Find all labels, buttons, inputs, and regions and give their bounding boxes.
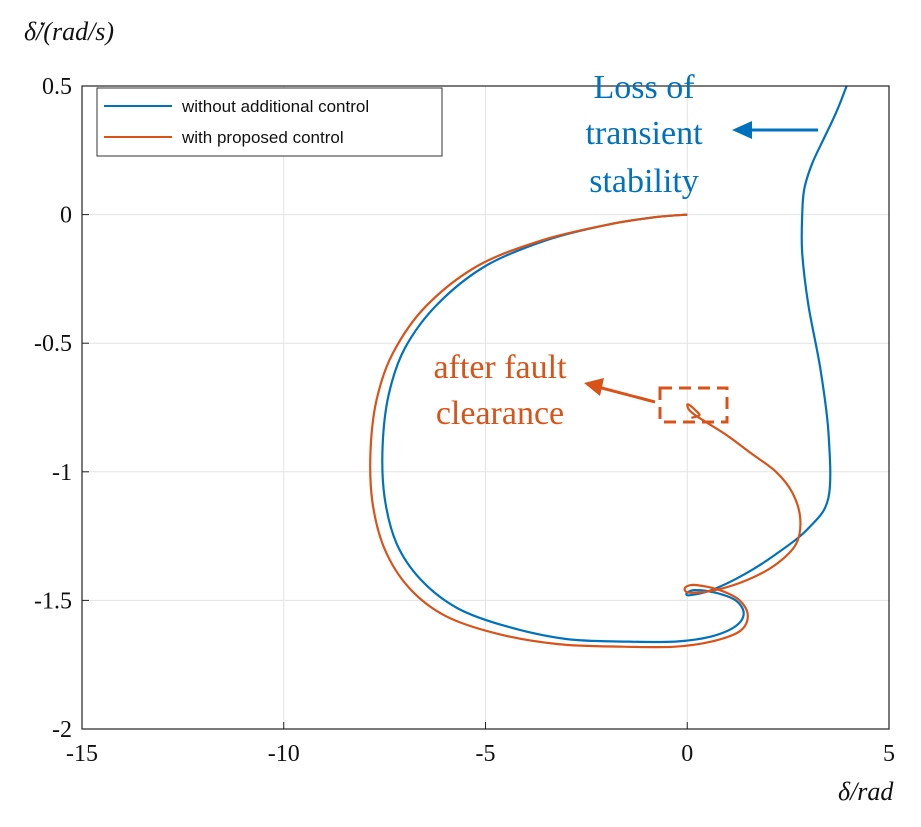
- x-axis-title: δ/rad: [838, 777, 894, 806]
- y-tick-label: -2: [52, 717, 72, 743]
- annotation-loss-line-1: Loss of: [593, 69, 695, 106]
- y-tick-label: 0.5: [42, 74, 72, 100]
- series-line-1: [369, 213, 802, 649]
- y-tick-label: 0: [60, 203, 72, 229]
- annotation-fault-box: [658, 386, 729, 424]
- y-tick-label: -1.5: [34, 588, 72, 614]
- x-tick-label: -10: [268, 741, 300, 767]
- y-tick-label: -1: [52, 460, 72, 486]
- annotation-fault-line-2: clearance: [436, 395, 564, 432]
- x-tick-label: 5: [883, 741, 895, 767]
- y-tick-label: -0.5: [34, 331, 72, 357]
- legend-label-without-control: without additional control: [181, 97, 369, 116]
- x-tick-label: 0: [681, 741, 693, 767]
- series-line-0: [381, 85, 848, 644]
- annotation-loss-line-3: stability: [589, 163, 699, 200]
- annotation-loss-of-stability: Loss of transient stability: [585, 69, 818, 200]
- x-tick-label: -15: [66, 741, 98, 767]
- legend-box: [96, 87, 443, 157]
- y-axis-title: δ̇/(rad/s): [24, 17, 114, 46]
- x-tick-label: -5: [476, 741, 496, 767]
- legend-label-with-control: with proposed control: [181, 128, 344, 147]
- tick-labels: -15 -10 -5 0 5 0.5 0 -0.5 -1 -1.5 -2: [34, 74, 895, 767]
- annotation-fault-arrowhead: [584, 378, 604, 396]
- annotation-after-fault: after fault clearance: [433, 349, 729, 432]
- annotation-fault-line-1: after fault: [433, 349, 567, 386]
- annotation-fault-arrow: [597, 385, 656, 404]
- legend: without additional control with proposed…: [96, 87, 443, 157]
- annotation-loss-line-2: transient: [585, 115, 703, 152]
- annotation-loss-arrowhead: [732, 121, 752, 139]
